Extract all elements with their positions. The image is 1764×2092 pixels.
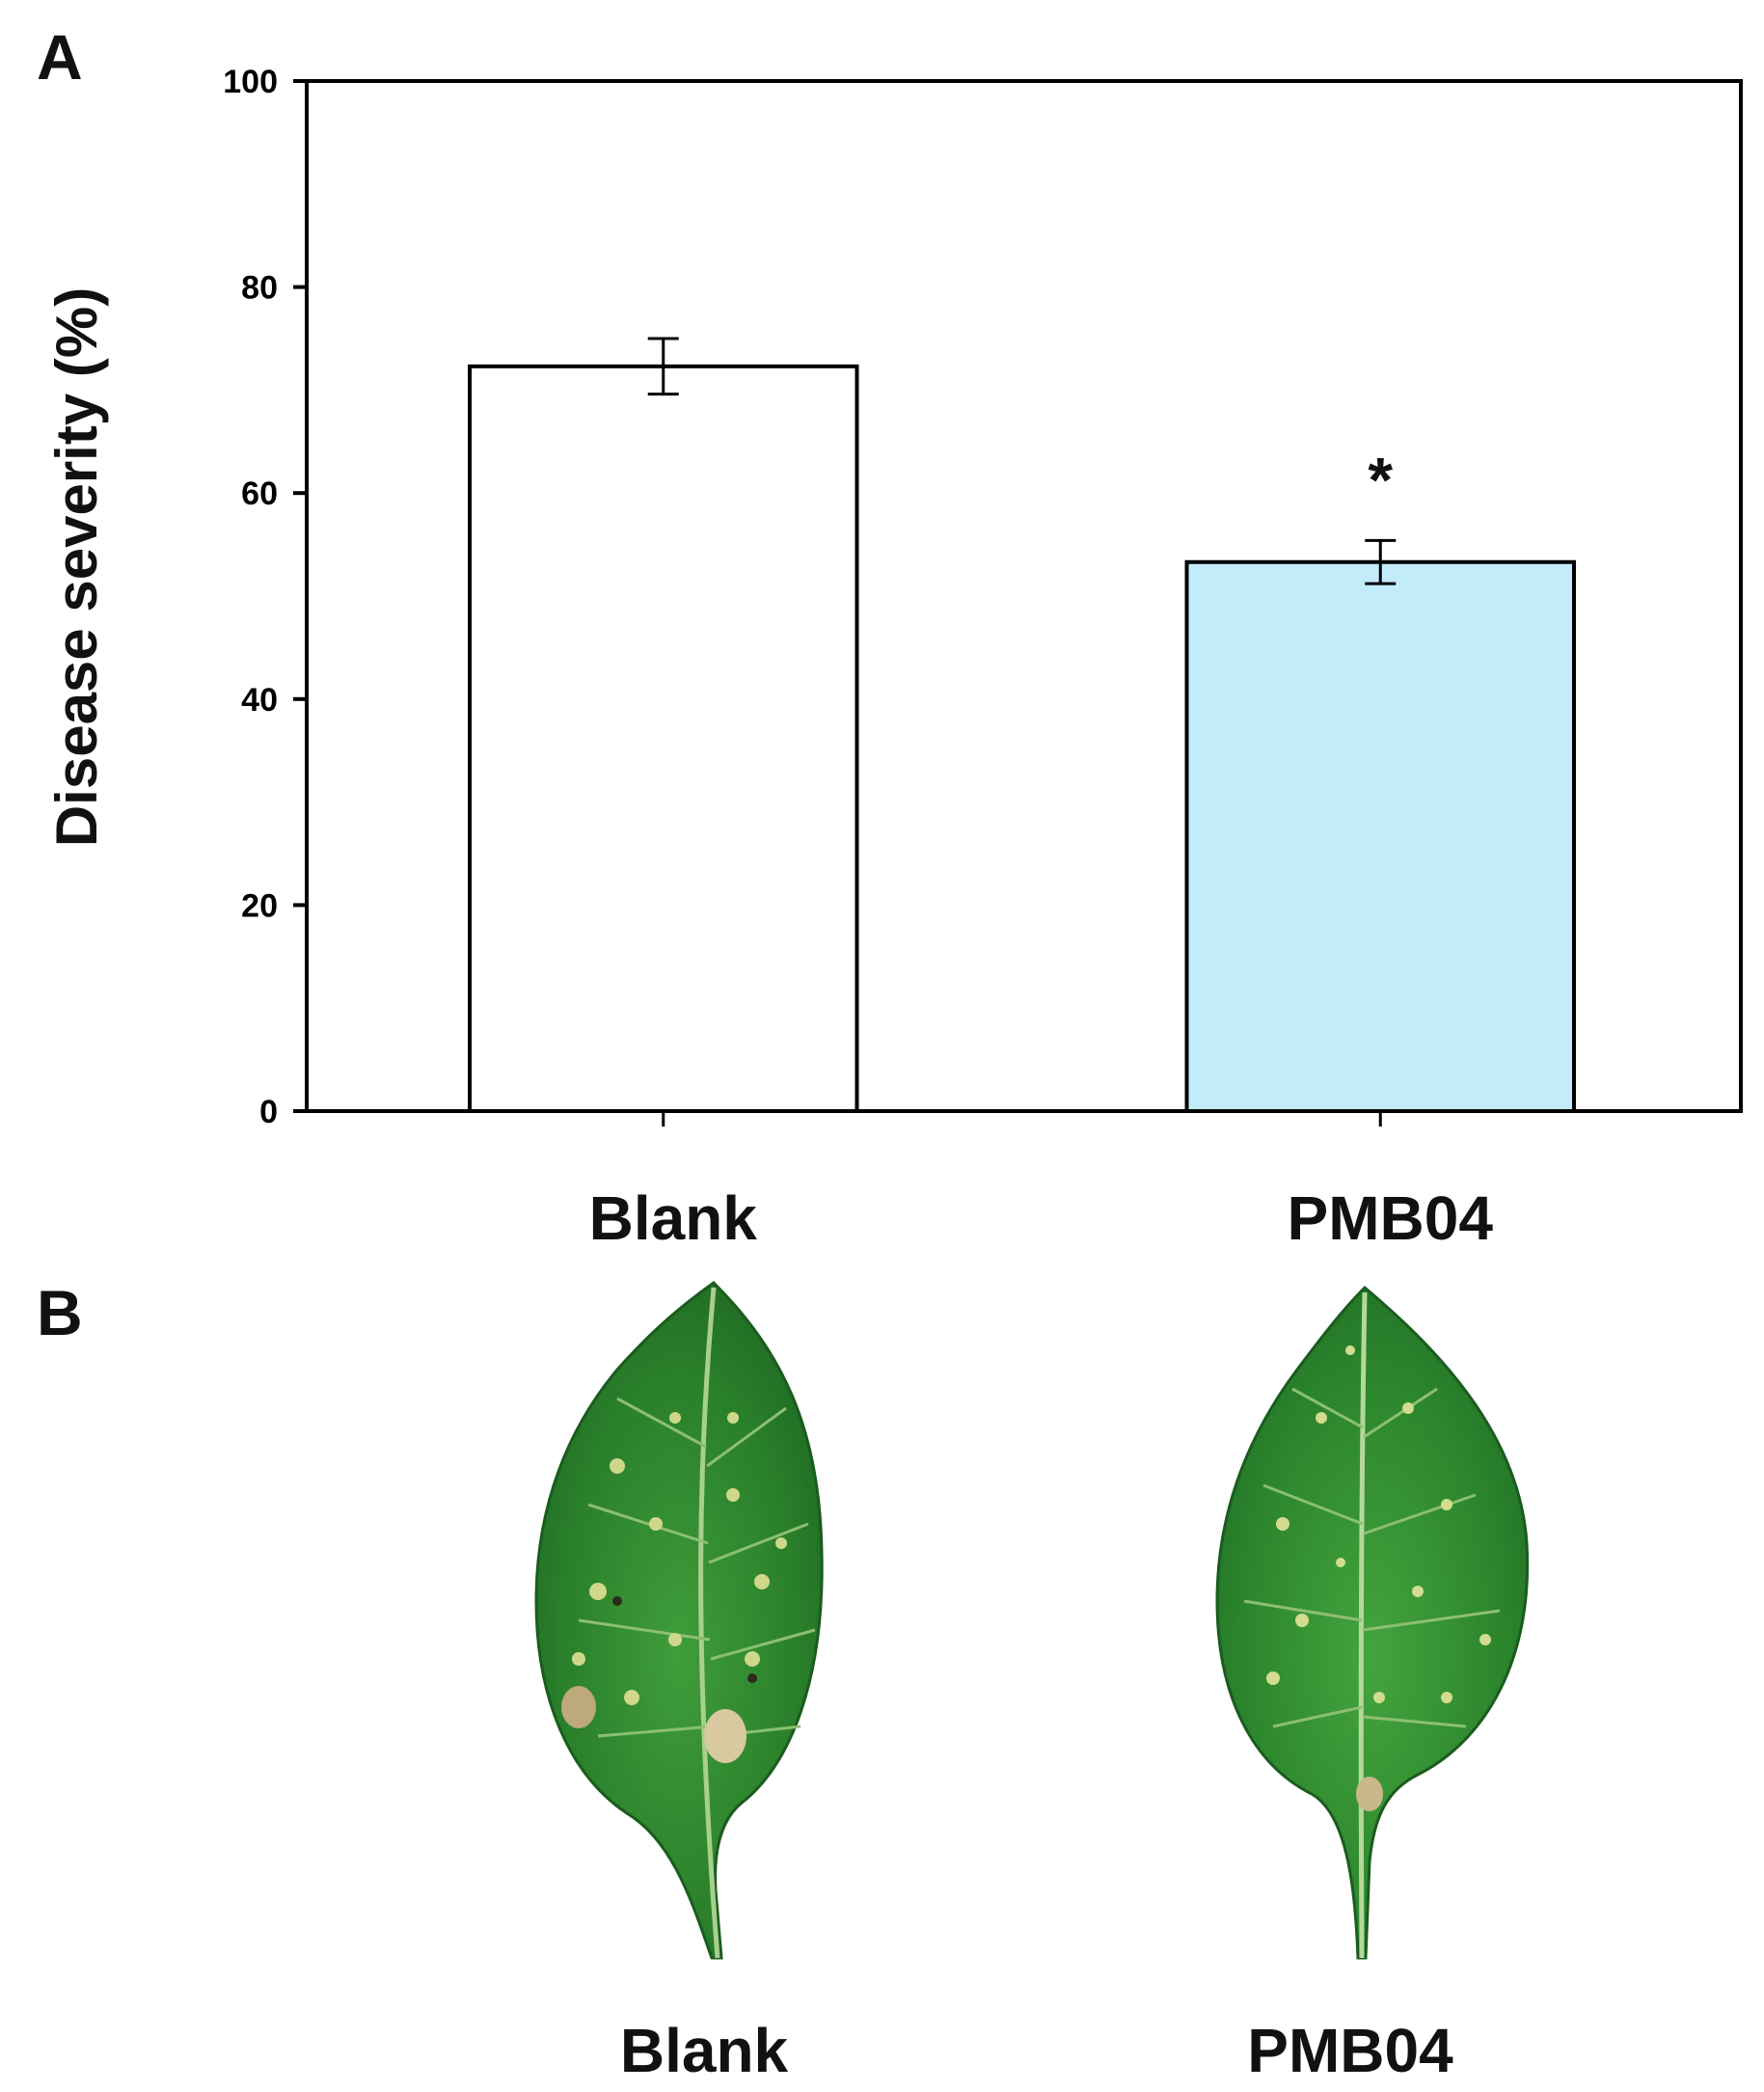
leaf-photo-blank: [534, 1281, 824, 1960]
photo-label-pmb04: PMB04: [1247, 2016, 1453, 2085]
y-axis-title: Disease severity (%): [44, 287, 109, 847]
panel-label-b: B: [37, 1277, 83, 1348]
y-tick-label: 20: [241, 887, 278, 924]
y-tick-label: 0: [259, 1094, 278, 1130]
bar-blank: [468, 364, 859, 1113]
photo-label-blank: Blank: [620, 2016, 789, 2085]
x-category-label: PMB04: [1288, 1183, 1494, 1253]
bar-pmb04: [1184, 559, 1576, 1113]
significance-mark: *: [1368, 444, 1393, 515]
bar-chart: 0 20 40 60 80 100 * Blank PMB04 Disease severi…: [44, 64, 1743, 1253]
leaf-photos: Blank PMB04: [534, 1281, 1530, 2085]
panel-label-a: A: [37, 21, 83, 93]
leaf-photo-pmb04: [1215, 1285, 1530, 1960]
y-tick-label: 80: [241, 270, 278, 307]
y-tick-label: 40: [241, 682, 278, 719]
y-tick-label: 100: [223, 64, 278, 100]
y-axis: 0 20 40 60 80 100: [223, 64, 307, 1130]
plot-frame: [305, 79, 1743, 1113]
y-tick-label: 60: [241, 475, 278, 512]
x-category-label: Blank: [589, 1183, 758, 1253]
bars: *: [468, 337, 1576, 1113]
x-axis: Blank PMB04: [589, 1111, 1494, 1253]
